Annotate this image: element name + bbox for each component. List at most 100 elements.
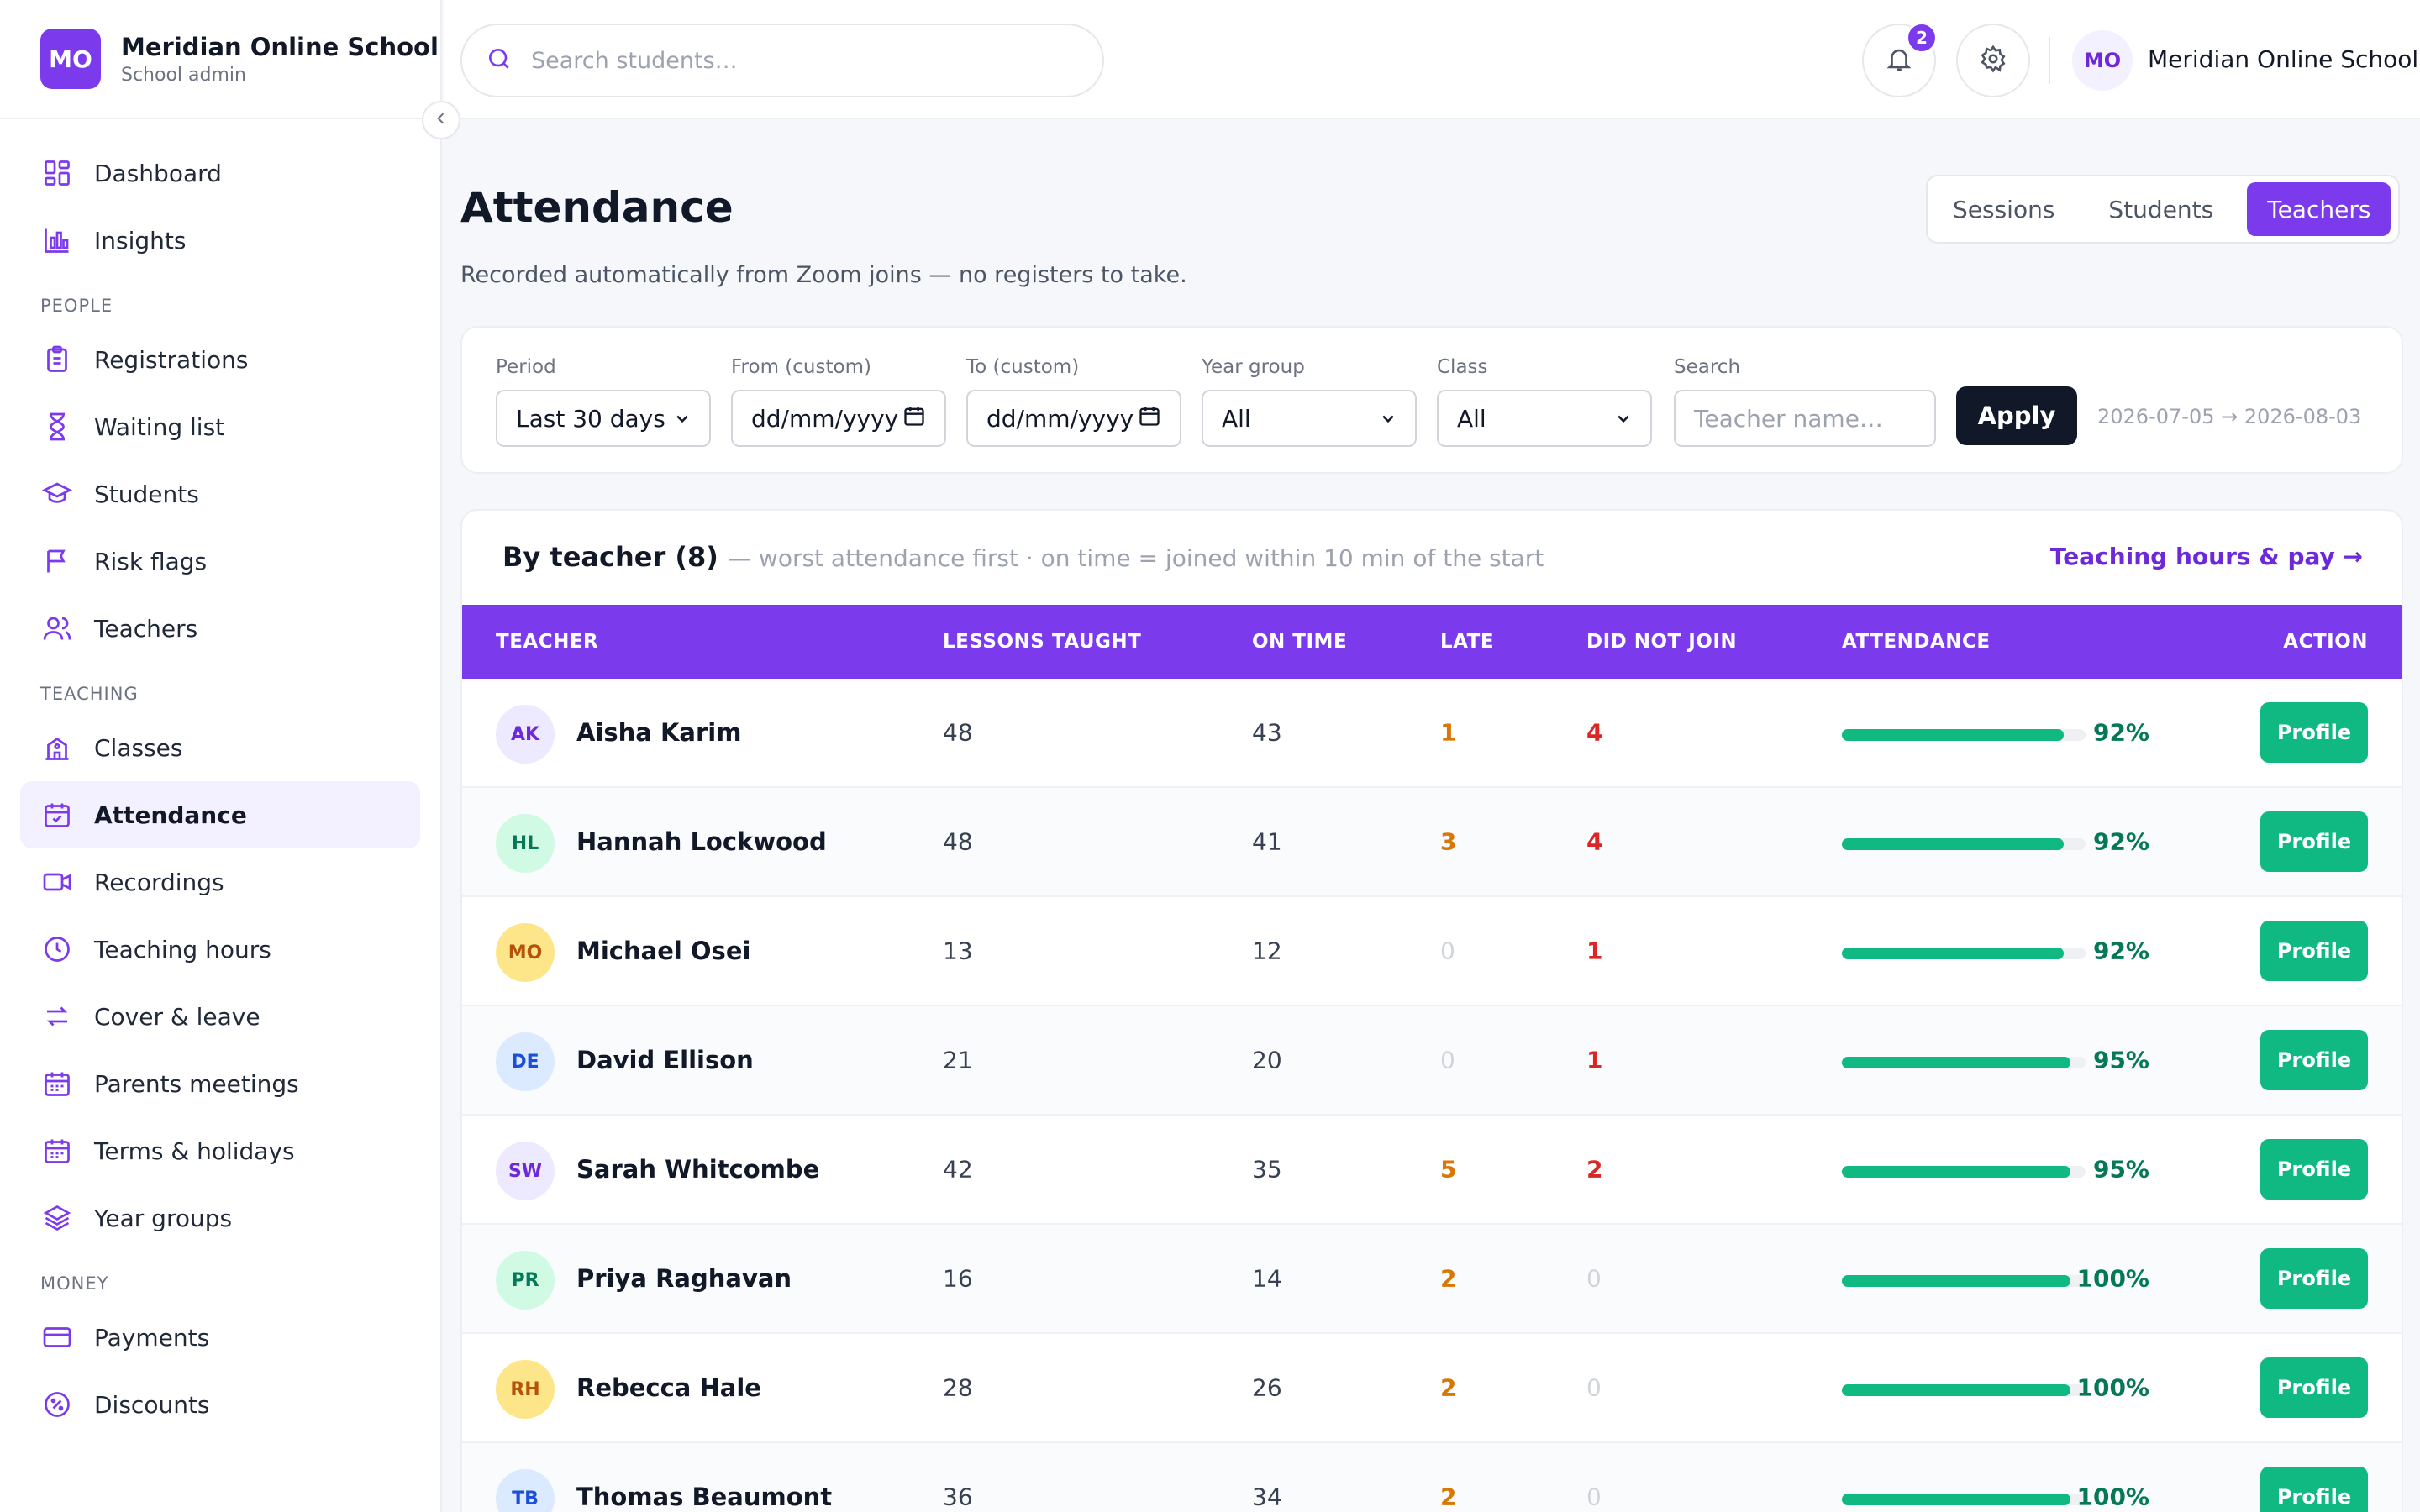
table-title-text: By teacher (8) [502, 541, 718, 573]
calendar-icon[interactable] [902, 404, 926, 433]
from-date-input[interactable]: dd/mm/yyyy [731, 390, 946, 447]
table-title: By teacher (8) — worst attendance first … [502, 541, 1544, 573]
teaching-hours-link[interactable]: Teaching hours & pay → [2049, 543, 2363, 570]
col-late[interactable]: LATE [1440, 631, 1495, 653]
sidebar-item-label: Insights [94, 226, 187, 255]
late-count: 2 [1440, 1264, 1457, 1293]
profile-button[interactable]: Profile [2260, 1139, 2368, 1200]
sidebar-item-parents-meetings[interactable]: Parents meetings [20, 1050, 420, 1117]
year-group-select[interactable]: All [1202, 390, 1417, 447]
profile-button[interactable]: Profile [2260, 702, 2368, 763]
calendar-icon [40, 1134, 74, 1168]
teacher-name[interactable]: Thomas Beaumont [576, 1483, 833, 1511]
col-teacher[interactable]: TEACHER [496, 631, 599, 653]
swap-icon [40, 1000, 74, 1033]
chevron-left-icon [433, 110, 450, 130]
to-date-filter: To (custom) dd/mm/yyyy [966, 356, 1181, 447]
table-body: AK Aisha Karim 48 43 1 4 92% Profile HL … [462, 679, 2402, 1512]
year-group-label: Year group [1202, 356, 1305, 378]
calendar-icon [40, 1067, 74, 1100]
teacher-name[interactable]: Priya Raghavan [576, 1264, 792, 1293]
sidebar-item-dashboard[interactable]: Dashboard [20, 139, 420, 207]
video-icon [40, 865, 74, 899]
tab-sessions[interactable]: Sessions [1953, 195, 2055, 223]
settings-button[interactable] [1956, 24, 2030, 97]
did-not-join-count: 0 [1586, 1373, 1602, 1402]
profile-button[interactable]: Profile [2260, 1357, 2368, 1418]
filter-bar: Period Last 30 days From (custom) dd/mm/… [460, 326, 2403, 474]
lessons-taught: 28 [943, 1373, 973, 1402]
period-select[interactable]: Last 30 days [496, 390, 711, 447]
attendance-bar-fill [1842, 1057, 2070, 1068]
attendance-bar [1842, 729, 2086, 741]
col-did-not-join[interactable]: DID NOT JOIN [1586, 631, 1738, 653]
calendar-check-icon [40, 798, 74, 832]
teacher-name[interactable]: Rebecca Hale [576, 1373, 761, 1402]
search-label: Search [1674, 356, 1741, 378]
sidebar-item-insights[interactable]: Insights [20, 207, 420, 274]
did-not-join-count: 2 [1586, 1155, 1603, 1184]
sidebar-item-recordings[interactable]: Recordings [20, 848, 420, 916]
search-input[interactable] [531, 47, 1069, 74]
attendance-percent: 95% [2092, 1155, 2149, 1184]
tab-students[interactable]: Students [2108, 195, 2214, 223]
sidebar-item-cover-leave[interactable]: Cover & leave [20, 983, 420, 1050]
teacher-search-filter: Search Teacher name… [1674, 356, 1936, 447]
sidebar-item-discounts[interactable]: Discounts [20, 1371, 420, 1438]
page-subtitle: Recorded automatically from Zoom joins —… [460, 262, 1187, 288]
sidebar-item-teachers[interactable]: Teachers [20, 595, 420, 662]
late-count: 3 [1440, 827, 1457, 856]
teacher-name[interactable]: Aisha Karim [576, 718, 742, 747]
sidebar-item-students[interactable]: Students [20, 460, 420, 528]
chevron-down-icon [674, 405, 691, 433]
profile-button[interactable]: Profile [2260, 1248, 2368, 1309]
collapse-sidebar-button[interactable] [422, 101, 460, 139]
did-not-join-count: 0 [1586, 1483, 1602, 1511]
student-search[interactable] [460, 24, 1104, 97]
sidebar-item-year-groups[interactable]: Year groups [20, 1184, 420, 1252]
to-date-value: dd/mm/yyyy [986, 404, 1134, 433]
sidebar-item-classes[interactable]: Classes [20, 714, 420, 781]
to-date-input[interactable]: dd/mm/yyyy [966, 390, 1181, 447]
calendar-icon[interactable] [1138, 404, 1161, 433]
teacher-name-placeholder: Teacher name… [1694, 404, 1883, 433]
tab-teachers[interactable]: Teachers [2247, 182, 2391, 236]
profile-button[interactable]: Profile [2260, 921, 2368, 981]
profile-button[interactable]: Profile [2260, 811, 2368, 872]
sidebar-item-payments[interactable]: Payments [20, 1304, 420, 1371]
profile-button[interactable]: Profile [2260, 1467, 2368, 1512]
sidebar-item-label: Teaching hours [94, 935, 271, 963]
brand-logo: MO [40, 29, 101, 89]
profile-button[interactable]: Profile [2260, 1030, 2368, 1090]
graduation-cap-icon [40, 477, 74, 511]
apply-button[interactable]: Apply [1956, 386, 2077, 445]
sidebar-item-terms-holidays[interactable]: Terms & holidays [20, 1117, 420, 1184]
user-name[interactable]: Meridian Online School [2148, 45, 2419, 73]
hourglass-icon [40, 410, 74, 444]
col-attendance[interactable]: ATTENDANCE [1842, 631, 1991, 653]
lessons-taught: 48 [943, 718, 973, 747]
teacher-name-input[interactable]: Teacher name… [1674, 390, 1936, 447]
col-lessons-taught[interactable]: LESSONS TAUGHT [943, 631, 1142, 653]
sidebar-item-risk-flags[interactable]: Risk flags [20, 528, 420, 595]
teacher-name[interactable]: Michael Osei [576, 937, 751, 965]
attendance-bar [1842, 1494, 2086, 1505]
teacher-name[interactable]: Hannah Lockwood [576, 827, 827, 856]
sidebar-item-registrations[interactable]: Registrations [20, 326, 420, 393]
user-avatar[interactable]: MO [2072, 30, 2133, 91]
bar-chart-icon [40, 223, 74, 257]
brand: MO Meridian Online School School admin [0, 0, 440, 119]
sidebar-item-attendance[interactable]: Attendance [20, 781, 420, 848]
teacher-name[interactable]: Sarah Whitcombe [576, 1155, 820, 1184]
sidebar-item-waiting-list[interactable]: Waiting list [20, 393, 420, 460]
teacher-name[interactable]: David Ellison [576, 1046, 754, 1074]
attendance-bar-fill [1842, 838, 2064, 850]
class-select[interactable]: All [1437, 390, 1652, 447]
attendance-bar-fill [1842, 1494, 2070, 1505]
page-title: Attendance [460, 183, 734, 232]
col-on-time[interactable]: ON TIME [1252, 631, 1348, 653]
clipboard-icon [40, 343, 74, 376]
attendance-bar-fill [1842, 1275, 2070, 1287]
notifications-button[interactable]: 2 [1862, 22, 1938, 97]
sidebar-item-teaching-hours[interactable]: Teaching hours [20, 916, 420, 983]
